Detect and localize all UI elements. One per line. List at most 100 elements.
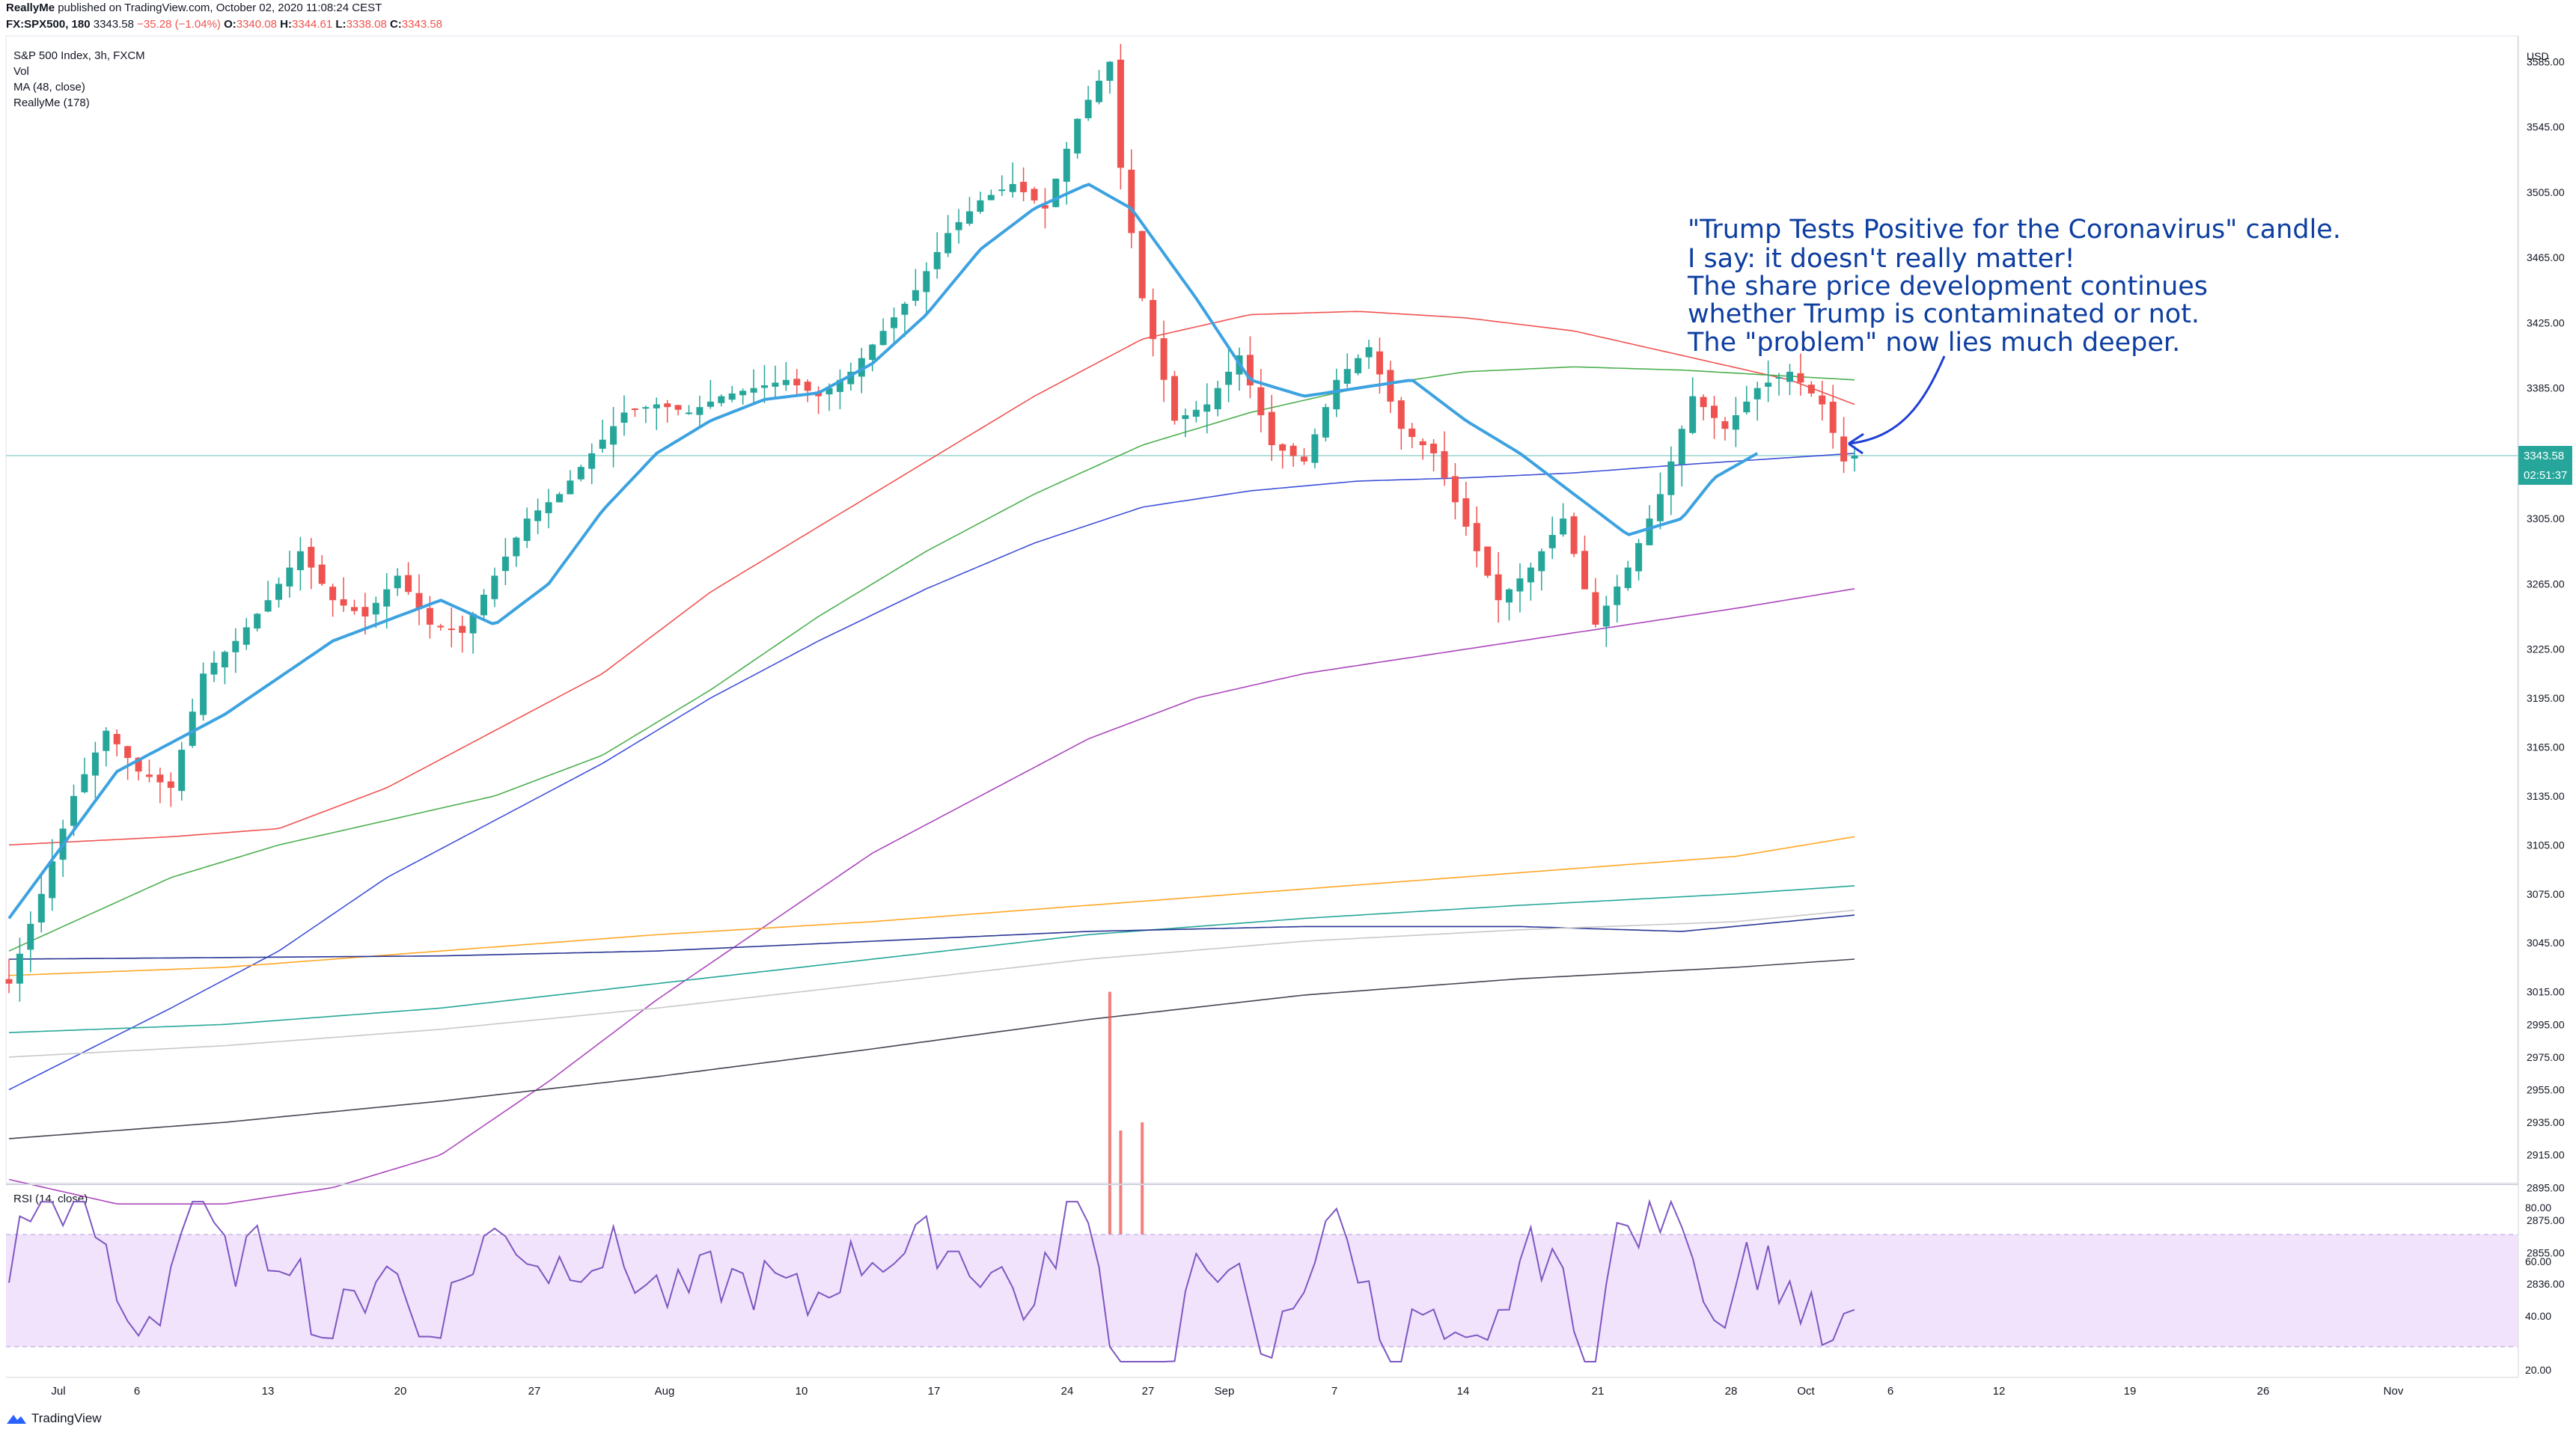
- volume-bar: [1108, 991, 1111, 1300]
- tradingview-logo-icon[interactable]: [6, 1412, 27, 1425]
- price-tick-1: 3625.00: [2527, 0, 2565, 2]
- rsi-title[interactable]: RSI (14, close): [13, 1193, 88, 1205]
- candle-body: [1656, 494, 1664, 521]
- candle-body: [1807, 385, 1815, 394]
- legend-vol[interactable]: Vol: [13, 65, 29, 78]
- price-tick-6: 3425.00: [2527, 316, 2565, 328]
- time-label-18: 19: [2124, 1385, 2137, 1398]
- volume-bar: [1141, 1122, 1144, 1300]
- candle-body: [523, 518, 531, 541]
- candle-body: [1614, 587, 1621, 605]
- candle-body: [577, 467, 585, 480]
- moving-averages-layer: [8, 310, 1855, 1205]
- annotation-arrowhead: [1848, 432, 1864, 455]
- candle-body: [1074, 118, 1081, 154]
- candle-body: [1430, 444, 1438, 453]
- candle-body: [718, 396, 725, 403]
- time-label-6: 10: [796, 1385, 808, 1398]
- footer-brand[interactable]: TradingView: [31, 1411, 102, 1425]
- annotation[interactable]: "Trump Tests Positive for the Coronaviru…: [1687, 215, 2341, 455]
- candle-body: [901, 304, 909, 315]
- time-axis[interactable]: Jul 6 13 20 27 Aug 10 17 24 27 Sep 7 14 21 28 Oct 6 12 19 2…: [6, 1377, 2518, 1398]
- candle-body: [1084, 100, 1092, 118]
- ma48-line: [7, 183, 1759, 920]
- candle-body: [513, 537, 520, 557]
- price-tick-27: 2836.00: [2527, 1278, 2565, 1290]
- price-tick-26: 2855.00: [2527, 1247, 2565, 1259]
- candle-body: [329, 587, 337, 601]
- time-label-13: 21: [1592, 1385, 1605, 1398]
- chart-header: ReallyMe published on TradingView.com, O…: [6, 1, 2251, 39]
- candle-body: [1765, 382, 1772, 387]
- candle-body: [750, 388, 757, 393]
- candle-body: [1635, 542, 1643, 572]
- annotation-line-1: "Trump Tests Positive for the Coronaviru…: [1688, 215, 2341, 245]
- time-label-5: Aug: [655, 1385, 675, 1398]
- time-label-17: 12: [1993, 1385, 2006, 1398]
- candle-body: [296, 551, 304, 571]
- publish-info: published on TradingView.com, October 02…: [58, 1, 382, 14]
- publisher-name[interactable]: ReallyMe: [6, 1, 55, 14]
- price-scale[interactable]: USD 3650.003625.003585.003545.003505.003…: [2518, 0, 2572, 1377]
- candle-body: [772, 382, 779, 387]
- candle-body: [955, 221, 962, 230]
- candle-body: [1106, 61, 1114, 81]
- price-tick-12: 3195.00: [2527, 692, 2565, 704]
- ma-line-8: [8, 909, 1855, 1058]
- time-label-7: 17: [928, 1385, 941, 1398]
- ma-line-6: [8, 885, 1855, 1033]
- candle-body: [1602, 605, 1610, 627]
- candle-body: [1667, 461, 1675, 495]
- time-label-0: Jul: [51, 1385, 65, 1398]
- candle-body: [1160, 338, 1168, 380]
- annotation-line-3: The share price development continues: [1687, 272, 2208, 302]
- price-tag-label: 3343.58: [2524, 450, 2564, 462]
- legend-study[interactable]: ReallyMe (178): [13, 97, 90, 109]
- price-pane[interactable]: [5, 35, 2519, 1300]
- price-tick-24: 2895.00: [2527, 1181, 2565, 1193]
- ohlc-line: FX:SPX500, 180 3343.58 −35.28 (−1.04%) O…: [6, 18, 442, 31]
- candle-body: [394, 575, 401, 589]
- candle-body: [1732, 415, 1739, 430]
- candle-body: [426, 608, 433, 625]
- price-tick-7: 3385.00: [2527, 382, 2565, 394]
- candle-body: [1743, 401, 1751, 413]
- time-label-2: 13: [262, 1385, 275, 1398]
- rsi-pane[interactable]: RSI (14, close) 80.00 60.00 40.00 20.00: [6, 1184, 2551, 1376]
- candle-body: [977, 200, 984, 212]
- candle-body: [1117, 59, 1124, 168]
- legend-title[interactable]: S&P 500 Index, 3h, FXCM: [13, 49, 145, 62]
- price-tick-5: 3465.00: [2527, 251, 2565, 263]
- candle-body: [933, 251, 941, 269]
- rsi-tick-60: 60.00: [2525, 1255, 2551, 1267]
- price-tick-23: 2915.00: [2527, 1149, 2565, 1161]
- chart-legend: S&P 500 Index, 3h, FXCM Vol MA (48, clos…: [13, 49, 145, 109]
- candle-body: [891, 317, 897, 328]
- price-tick-13: 3165.00: [2527, 741, 2565, 753]
- candle-body: [1495, 574, 1502, 601]
- candle-body: [1311, 434, 1319, 463]
- candle-body: [1225, 371, 1233, 385]
- annotation-arrow: [1848, 355, 1946, 445]
- symbol-label: FX:SPX500, 180: [6, 18, 91, 31]
- candle-body: [200, 673, 207, 715]
- price-tick-17: 3045.00: [2527, 937, 2565, 949]
- candle-body: [1711, 406, 1718, 418]
- candles-layer[interactable]: [5, 43, 1858, 1002]
- price-change: −35.28 (−1.04%): [137, 18, 221, 31]
- candle-body: [674, 405, 682, 410]
- candle-body: [1570, 516, 1578, 554]
- time-label-15: Oct: [1797, 1385, 1815, 1398]
- time-label-8: 24: [1061, 1385, 1074, 1398]
- candle-body: [1516, 578, 1524, 592]
- price-tick-20: 2975.00: [2527, 1051, 2565, 1063]
- volume-bar: [1119, 1130, 1123, 1300]
- price-tag: [2518, 446, 2572, 465]
- candle-body: [728, 393, 736, 400]
- candle-body: [113, 734, 120, 744]
- legend-ma[interactable]: MA (48, close): [13, 81, 85, 94]
- candle-body: [1138, 230, 1146, 299]
- candle-body: [351, 607, 358, 611]
- candle-body: [156, 774, 164, 783]
